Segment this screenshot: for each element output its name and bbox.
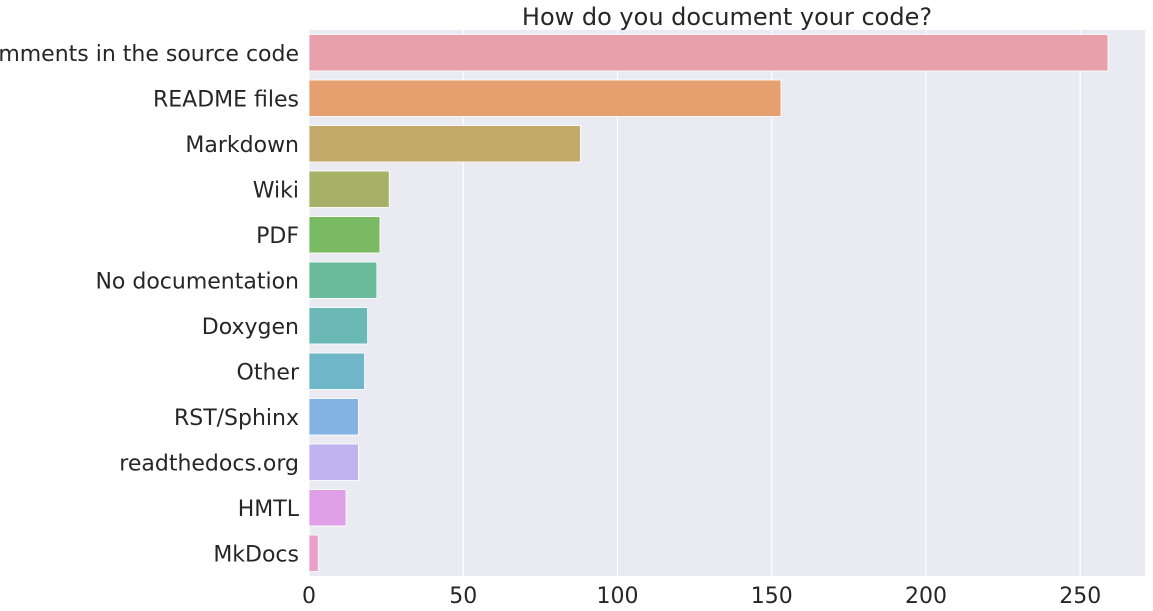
- bar-mkdocs: [308, 534, 319, 572]
- category-label: readthedocs.org: [119, 451, 299, 476]
- bar-rst-sphinx: [308, 398, 359, 436]
- chart-title: How do you document your code?: [522, 3, 932, 31]
- x-tick-label: 200: [905, 584, 947, 609]
- bar-readme-files: [308, 79, 782, 117]
- x-tick-label: 150: [751, 584, 793, 609]
- category-label: No documentation: [95, 269, 299, 294]
- category-label: Doxygen: [202, 315, 299, 340]
- category-label: MkDocs: [213, 542, 299, 567]
- bar-other: [308, 352, 365, 390]
- category-label: HMTL: [238, 497, 300, 522]
- plot-background: [309, 30, 1145, 576]
- category-label: RST/Sphinx: [174, 406, 299, 431]
- grid-lines: [308, 30, 1081, 576]
- bar-markdown: [308, 125, 581, 163]
- category-label: Markdown: [185, 133, 299, 158]
- category-label: Other: [237, 360, 300, 385]
- bar-hmtl: [308, 489, 347, 527]
- bar-pdf: [308, 216, 381, 254]
- x-tick-label: 250: [1059, 584, 1101, 609]
- x-tick-labels: 0 50 100 150 200 250: [302, 584, 1101, 609]
- category-label: PDF: [256, 224, 299, 249]
- bar-comments-in-the-source-code: [308, 34, 1109, 72]
- x-tick-label: 100: [596, 584, 638, 609]
- bar-doxygen: [308, 307, 369, 345]
- bars: [308, 34, 1109, 572]
- x-tick-label: 50: [449, 584, 477, 609]
- category-label: README files: [153, 87, 299, 112]
- bar-readthedocs-org: [308, 443, 359, 481]
- category-labels: Comments in the source code README files M…: [0, 42, 300, 568]
- category-label: Wiki: [253, 178, 299, 203]
- x-tick-label: 0: [302, 584, 316, 609]
- bar-wiki: [308, 170, 390, 208]
- bar-no-documentation: [308, 261, 378, 299]
- category-label: Comments in the source code: [0, 42, 299, 67]
